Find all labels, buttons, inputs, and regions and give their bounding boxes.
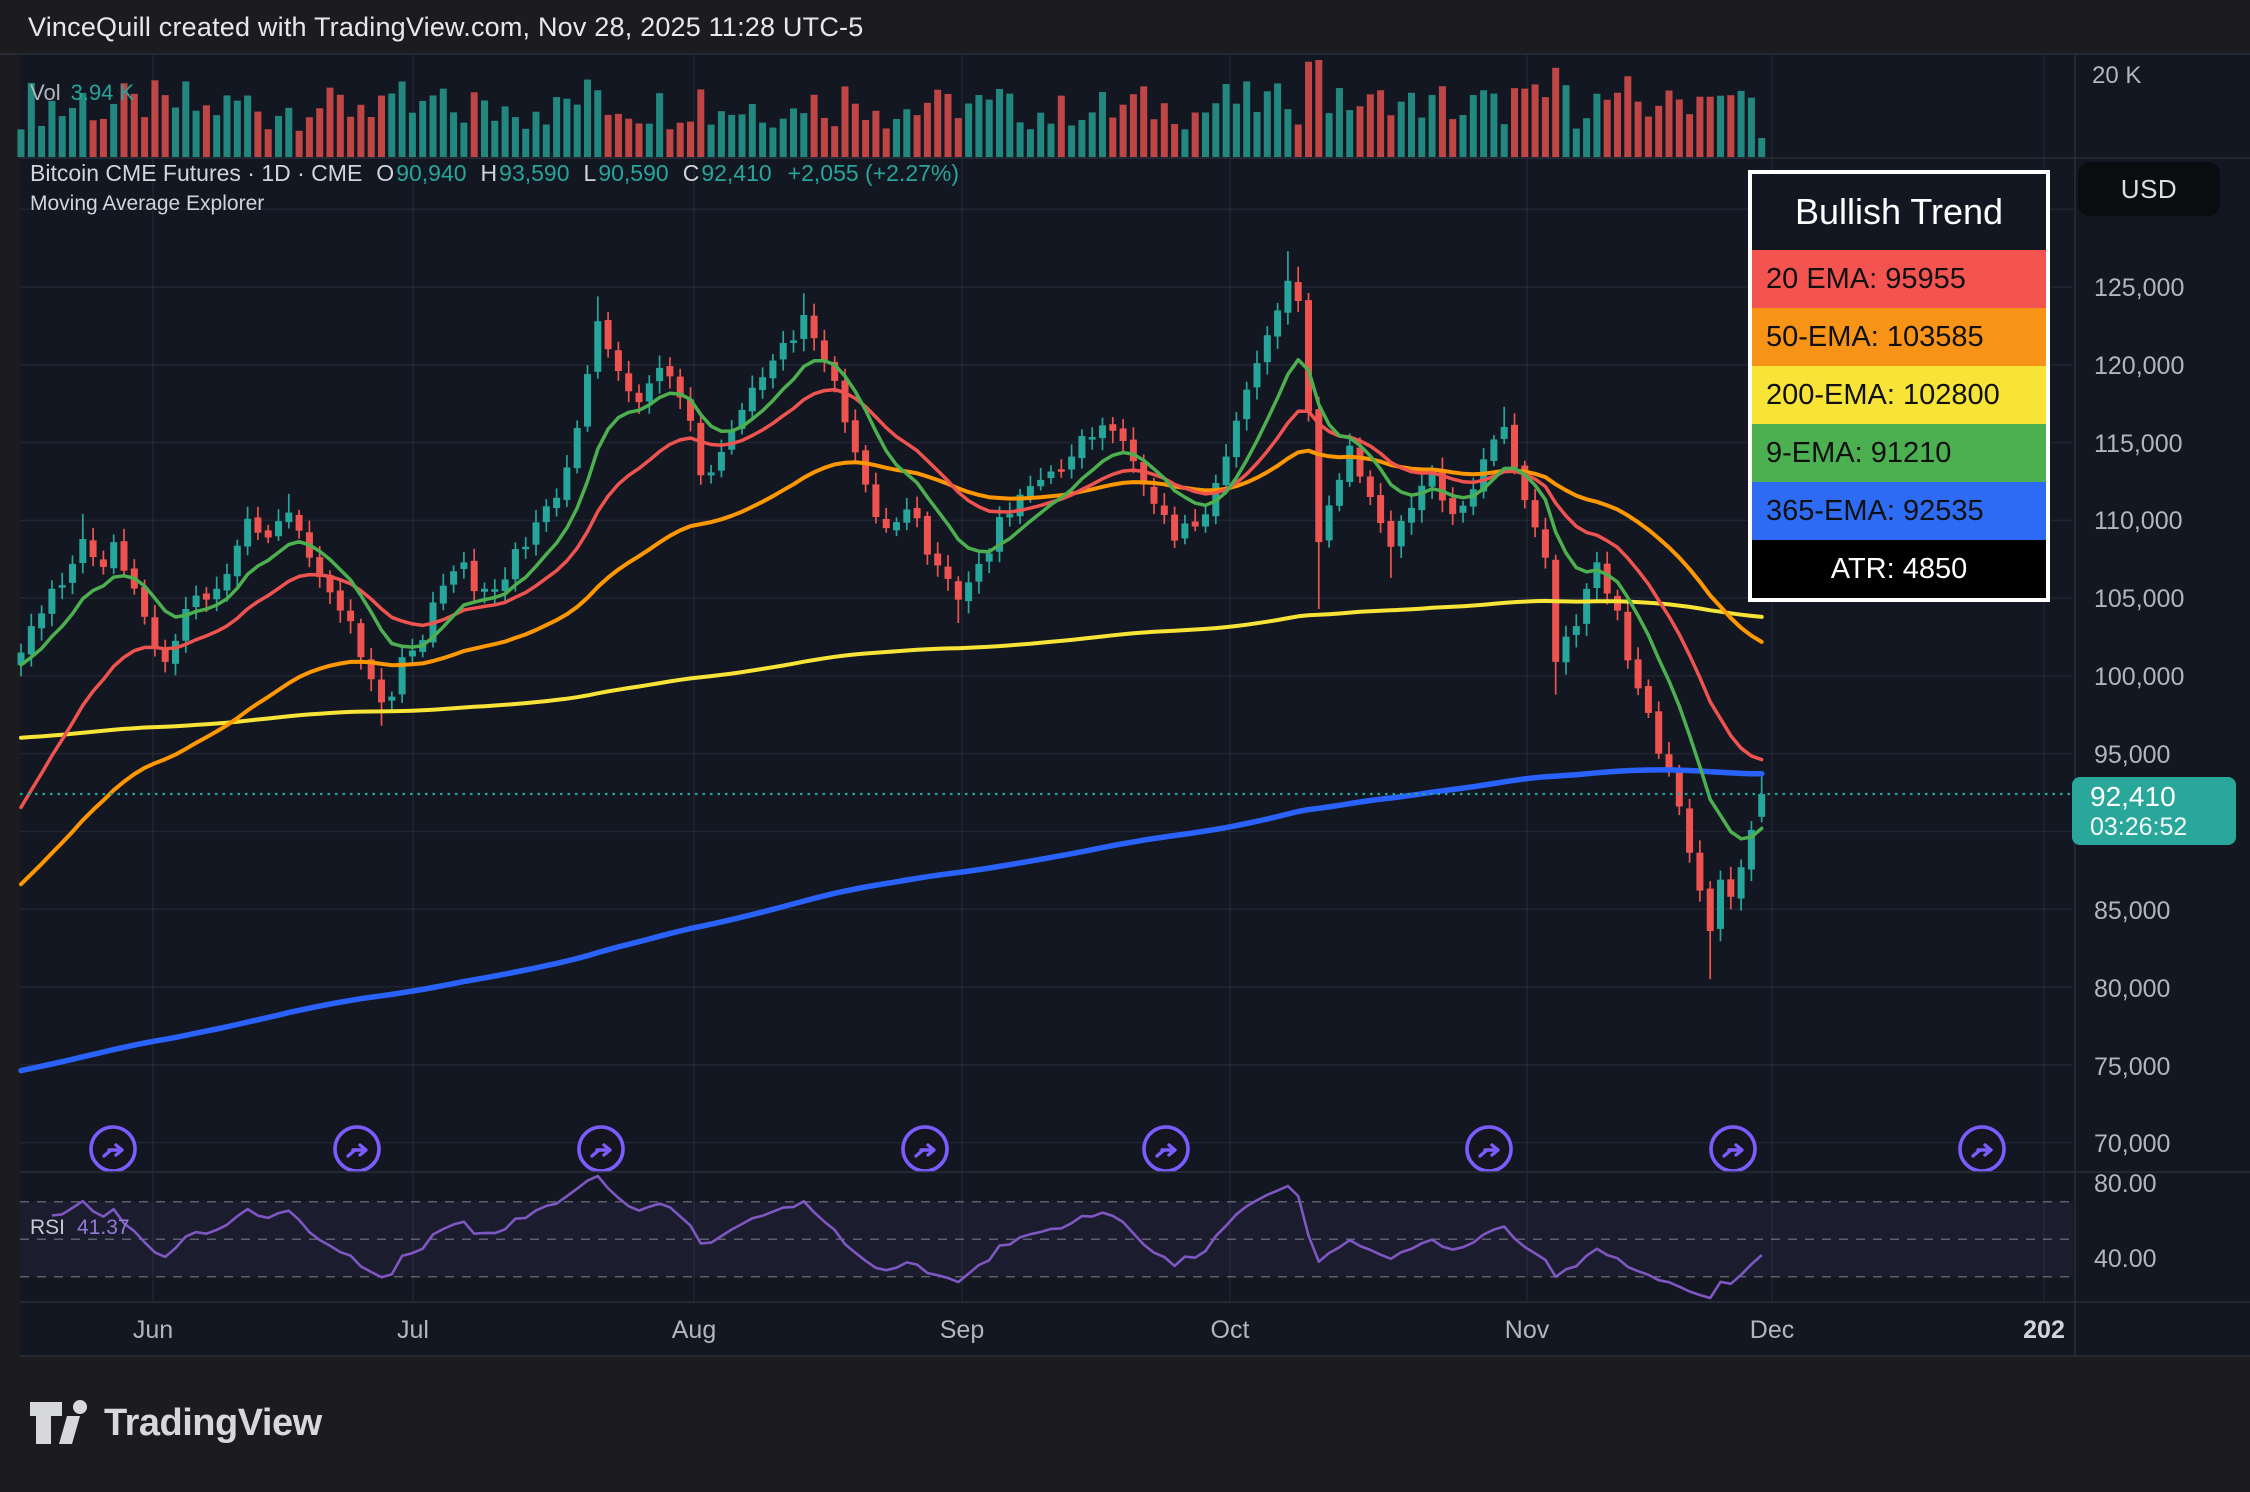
close-label: C bbox=[682, 160, 700, 186]
forward-arrow-marker-icon[interactable] bbox=[1709, 1125, 1757, 1173]
last-price-value: 92,410 bbox=[2090, 781, 2176, 813]
time-tick-label: Jul bbox=[397, 1316, 429, 1344]
price-tick-label: 110,000 bbox=[2094, 507, 2183, 535]
symbol-ohlc-row[interactable]: Bitcoin CME Futures · 1D · CME O 90,940 H… bbox=[30, 160, 959, 187]
legend-row-0: 20 EMA: 95955 bbox=[1752, 250, 2046, 308]
high-value: 93,590 bbox=[499, 160, 570, 186]
volume-legend: Vol 3.94 K bbox=[30, 80, 134, 106]
legend-row-2: 200-EMA: 102800 bbox=[1752, 366, 2046, 424]
rsi-tick-label: 40.00 bbox=[2094, 1245, 2157, 1273]
price-tick-label: 100,000 bbox=[2094, 663, 2184, 691]
event-markers[interactable] bbox=[89, 1125, 2006, 1173]
forward-arrow-marker-icon[interactable] bbox=[577, 1125, 625, 1173]
price-tick-label: 80,000 bbox=[2094, 975, 2170, 1003]
volume-value: 3.94 K bbox=[70, 80, 135, 105]
low-value: 90,590 bbox=[598, 160, 669, 186]
low-label: L bbox=[583, 160, 597, 186]
price-tick-label: 125,000 bbox=[2094, 274, 2184, 302]
legend-row-1: 50-EMA: 103585 bbox=[1752, 308, 2046, 366]
ema-line-20-ema bbox=[19, 387, 1764, 810]
price-tick-label: 85,000 bbox=[2094, 897, 2170, 925]
ema-line-50-ema bbox=[19, 448, 1764, 887]
volume-label: Vol bbox=[30, 80, 61, 105]
open-label: O bbox=[376, 160, 395, 186]
rsi-legend: RSI 41.37 bbox=[30, 1216, 130, 1240]
price-scale[interactable]: 125,000 120,000 115,000 110,000 105,000 100,0… bbox=[2092, 62, 2184, 1273]
pane-separators bbox=[0, 53, 2250, 1357]
volume-bars bbox=[17, 60, 1766, 157]
forward-arrow-marker-icon[interactable] bbox=[1958, 1125, 2006, 1173]
currency-button[interactable]: USD bbox=[2078, 162, 2220, 216]
change-value: +2,055 (+2.27%) bbox=[787, 160, 960, 186]
tradingview-logo[interactable]: TradingView bbox=[28, 1398, 322, 1448]
high-label: H bbox=[480, 160, 498, 186]
ema-line-200-ema bbox=[19, 598, 1764, 740]
rsi-tick-label: 80.00 bbox=[2094, 1170, 2157, 1198]
time-tick-label: Dec bbox=[1750, 1316, 1794, 1344]
price-tick-label: 70,000 bbox=[2094, 1130, 2170, 1158]
time-tick-label: Jun bbox=[133, 1316, 173, 1344]
symbol-title: Bitcoin CME Futures · 1D · CME bbox=[30, 160, 363, 186]
price-tick-label: 120,000 bbox=[2094, 352, 2184, 380]
trend-title: Bullish Trend bbox=[1752, 174, 2046, 250]
price-tick-label: 105,000 bbox=[2094, 585, 2184, 613]
legend-row-4: 365-EMA: 92535 bbox=[1752, 482, 2046, 540]
price-tick-label: 75,000 bbox=[2094, 1053, 2170, 1081]
ema-line-365-ema bbox=[18, 767, 1765, 1074]
forward-arrow-marker-icon[interactable] bbox=[333, 1125, 381, 1173]
price-tick-label: 115,000 bbox=[2094, 430, 2183, 458]
rsi-pane[interactable] bbox=[20, 1174, 2073, 1300]
close-value: 92,410 bbox=[701, 160, 772, 186]
forward-arrow-marker-icon[interactable] bbox=[901, 1125, 949, 1173]
forward-arrow-marker-icon[interactable] bbox=[1142, 1125, 1190, 1173]
legend-row-5: ATR: 4850 bbox=[1752, 540, 2046, 598]
rsi-value: 41.37 bbox=[77, 1216, 130, 1239]
rsi-label: RSI bbox=[30, 1216, 66, 1239]
last-price-badge: 92,410 03:26:52 bbox=[2072, 777, 2236, 845]
trend-legend-box: Bullish Trend 20 EMA: 95955 50-EMA: 10358… bbox=[1748, 170, 2050, 602]
indicator-name[interactable]: Moving Average Explorer bbox=[30, 192, 265, 215]
time-scale[interactable]: Jun Jul Aug Sep Oct Nov Dec 202 bbox=[133, 1316, 2065, 1344]
time-tick-label: Nov bbox=[1505, 1316, 1550, 1344]
time-tick-label: Oct bbox=[1211, 1316, 1250, 1344]
legend-row-3: 9-EMA: 91210 bbox=[1752, 424, 2046, 482]
forward-arrow-marker-icon[interactable] bbox=[1465, 1125, 1513, 1173]
time-tick-label: 202 bbox=[2023, 1316, 2065, 1344]
open-value: 90,940 bbox=[396, 160, 467, 186]
price-tick-label: 95,000 bbox=[2094, 741, 2170, 769]
volume-scale-label: 20 K bbox=[2092, 62, 2141, 89]
time-tick-label: Sep bbox=[940, 1316, 984, 1344]
tradingview-logo-text: TradingView bbox=[104, 1401, 322, 1444]
countdown-timer: 03:26:52 bbox=[2090, 812, 2188, 841]
attribution-header: VinceQuill created with TradingView.com,… bbox=[28, 11, 864, 42]
forward-arrow-marker-icon[interactable] bbox=[89, 1125, 137, 1173]
time-tick-label: Aug bbox=[672, 1316, 716, 1344]
tradingview-logo-icon bbox=[30, 1400, 87, 1444]
ema-line-9-ema bbox=[19, 357, 1764, 841]
